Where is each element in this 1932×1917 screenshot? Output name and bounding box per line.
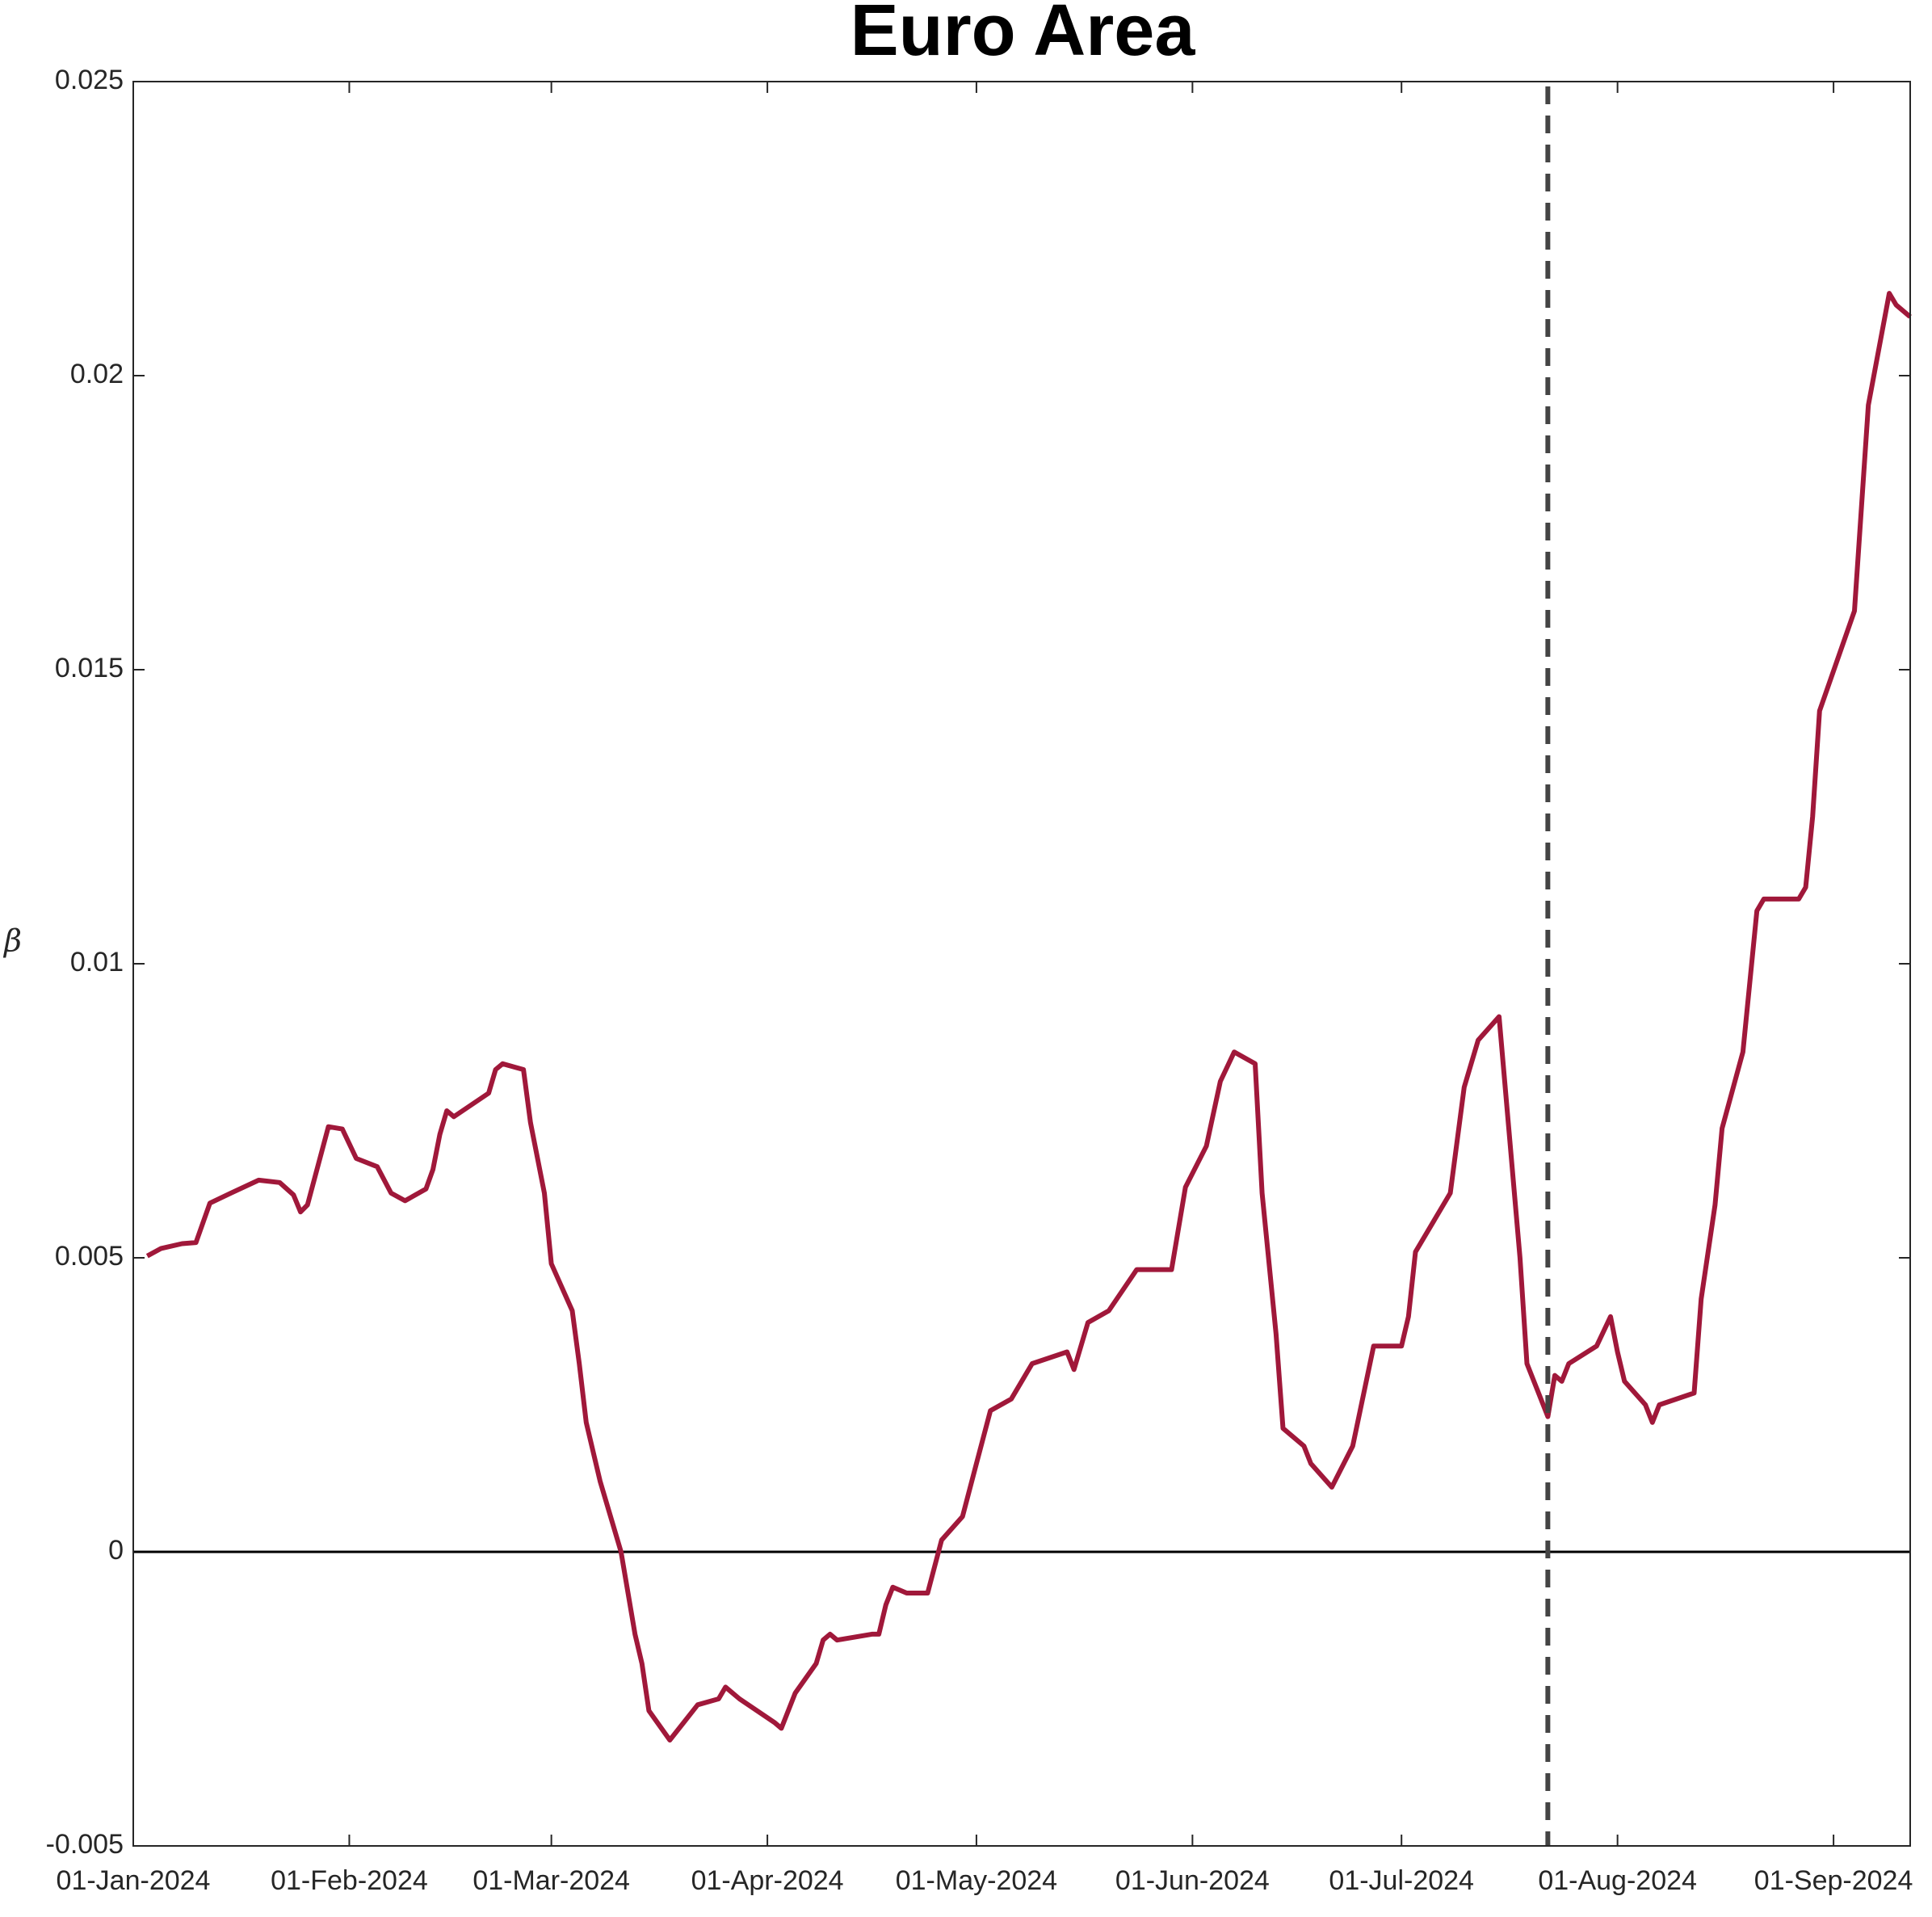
y-tick-label: 0.005 [55,1241,124,1272]
x-tick-label: 01-Feb-2024 [271,1865,428,1896]
y-tick-label: -0.005 [46,1829,124,1860]
y-tick-label: 0 [108,1535,124,1566]
data-line [145,291,1912,1743]
chart-title: Euro Area [850,0,1196,71]
y-tick-label: 0.01 [70,947,124,977]
x-tick-label: 01-Sep-2024 [1754,1865,1913,1896]
x-tick-label: 01-Jul-2024 [1329,1865,1474,1896]
x-tick-label: 01-Apr-2024 [691,1865,844,1896]
x-tick-label: 01-Aug-2024 [1538,1865,1697,1896]
y-tick-label: 0.02 [70,359,124,389]
y-tick-label: 0.015 [55,653,124,683]
x-tick-label: 01-Jun-2024 [1115,1865,1270,1896]
y-axis-label: β [2,923,22,959]
plot-frame [132,81,1911,1847]
x-tick-label: 01-Mar-2024 [472,1865,630,1896]
x-tick-label: 01-May-2024 [896,1865,1057,1896]
x-tick-label: 01-Jan-2024 [57,1865,211,1896]
y-tick-label: 0.025 [55,65,124,95]
